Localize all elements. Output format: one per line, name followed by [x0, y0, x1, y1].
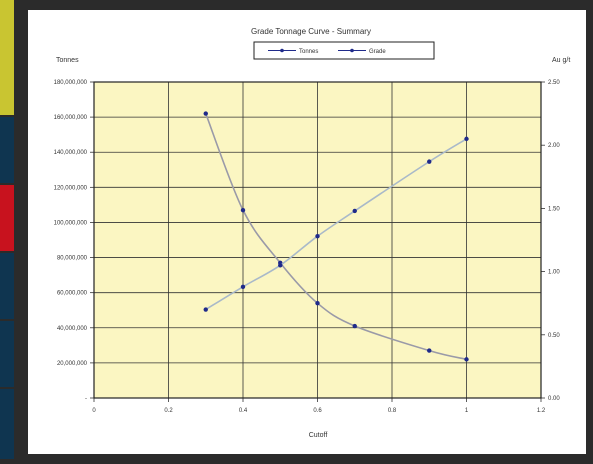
data-point-tonnes [240, 207, 246, 213]
legend-label-tonnes: Tonnes [299, 49, 318, 55]
series [203, 111, 469, 362]
legend-label-grade: Grade [369, 49, 386, 55]
y-left-tick-label: 100,000,000 [54, 220, 88, 226]
legend: Tonnes Grade [253, 41, 435, 60]
x-tick-label: 0.6 [313, 408, 322, 414]
sidebar-block-navy-1[interactable] [0, 117, 14, 183]
y-right-axis-label: Au g/t [552, 57, 570, 64]
y-right-tick-label: 1.00 [548, 270, 560, 276]
legend-marker-grade [350, 48, 354, 53]
data-point-grade [464, 136, 469, 142]
y-left-tick-label: 180,000,000 [54, 80, 88, 86]
data-point-tonnes [352, 323, 357, 329]
data-point-tonnes [315, 301, 320, 306]
x-axis-label: Cutoff [309, 432, 328, 439]
data-point-grade [278, 263, 283, 268]
x-tick-label: 0.8 [388, 408, 397, 414]
data-point-tonnes [464, 357, 469, 362]
data-point-grade [352, 208, 357, 214]
y-left-tick-label: 120,000,000 [54, 185, 88, 191]
y-right-tick-label: 1.50 [548, 206, 560, 212]
sidebar-block-navy-4[interactable] [0, 389, 14, 459]
data-point-tonnes [427, 348, 432, 353]
tick-labels: 0 0.2 0.4 0.6 0.8 1 1.2 - 20,000,000 40,000,000 60… [54, 80, 561, 414]
y-right-tick-label: 2.00 [548, 143, 560, 149]
chart-title: Grade Tonnage Curve - Summary [251, 27, 371, 36]
data-point-grade [315, 234, 320, 239]
x-tick-label: 1 [465, 408, 469, 414]
data-point-grade [203, 307, 208, 312]
y-left-tick-label: 140,000,000 [54, 150, 88, 156]
y-right-tick-label: 0.50 [548, 333, 560, 339]
x-tick-label: 0 [92, 408, 96, 414]
y-left-tick-label: 40,000,000 [57, 326, 88, 332]
data-point-grade [240, 284, 246, 289]
y-left-tick-label: 20,000,000 [57, 361, 88, 367]
y-left-axis-label: Tonnes [56, 57, 79, 64]
sidebar-block-yellow[interactable] [0, 0, 14, 115]
sidebar-block-navy-2[interactable] [0, 253, 14, 319]
data-point-grade [427, 159, 432, 164]
sidebar-block-navy-3[interactable] [0, 321, 14, 387]
x-tick-label: 1.2 [537, 408, 546, 414]
plot-border [93, 81, 542, 399]
grid [90, 81, 545, 402]
y-right-tick-label: 0.00 [548, 396, 560, 402]
y-left-tick-label: 80,000,000 [57, 256, 88, 262]
x-tick-label: 0.2 [164, 408, 173, 414]
y-left-tick-label: - [85, 396, 87, 402]
x-tick-label: 0.4 [239, 408, 248, 414]
y-left-tick-label: 60,000,000 [57, 291, 88, 297]
y-right-tick-label: 2.50 [548, 80, 560, 86]
sidebar-block-red[interactable] [0, 185, 14, 251]
data-point-tonnes [203, 111, 208, 116]
y-left-tick-label: 160,000,000 [54, 115, 88, 121]
legend-marker-tonnes [280, 48, 284, 53]
